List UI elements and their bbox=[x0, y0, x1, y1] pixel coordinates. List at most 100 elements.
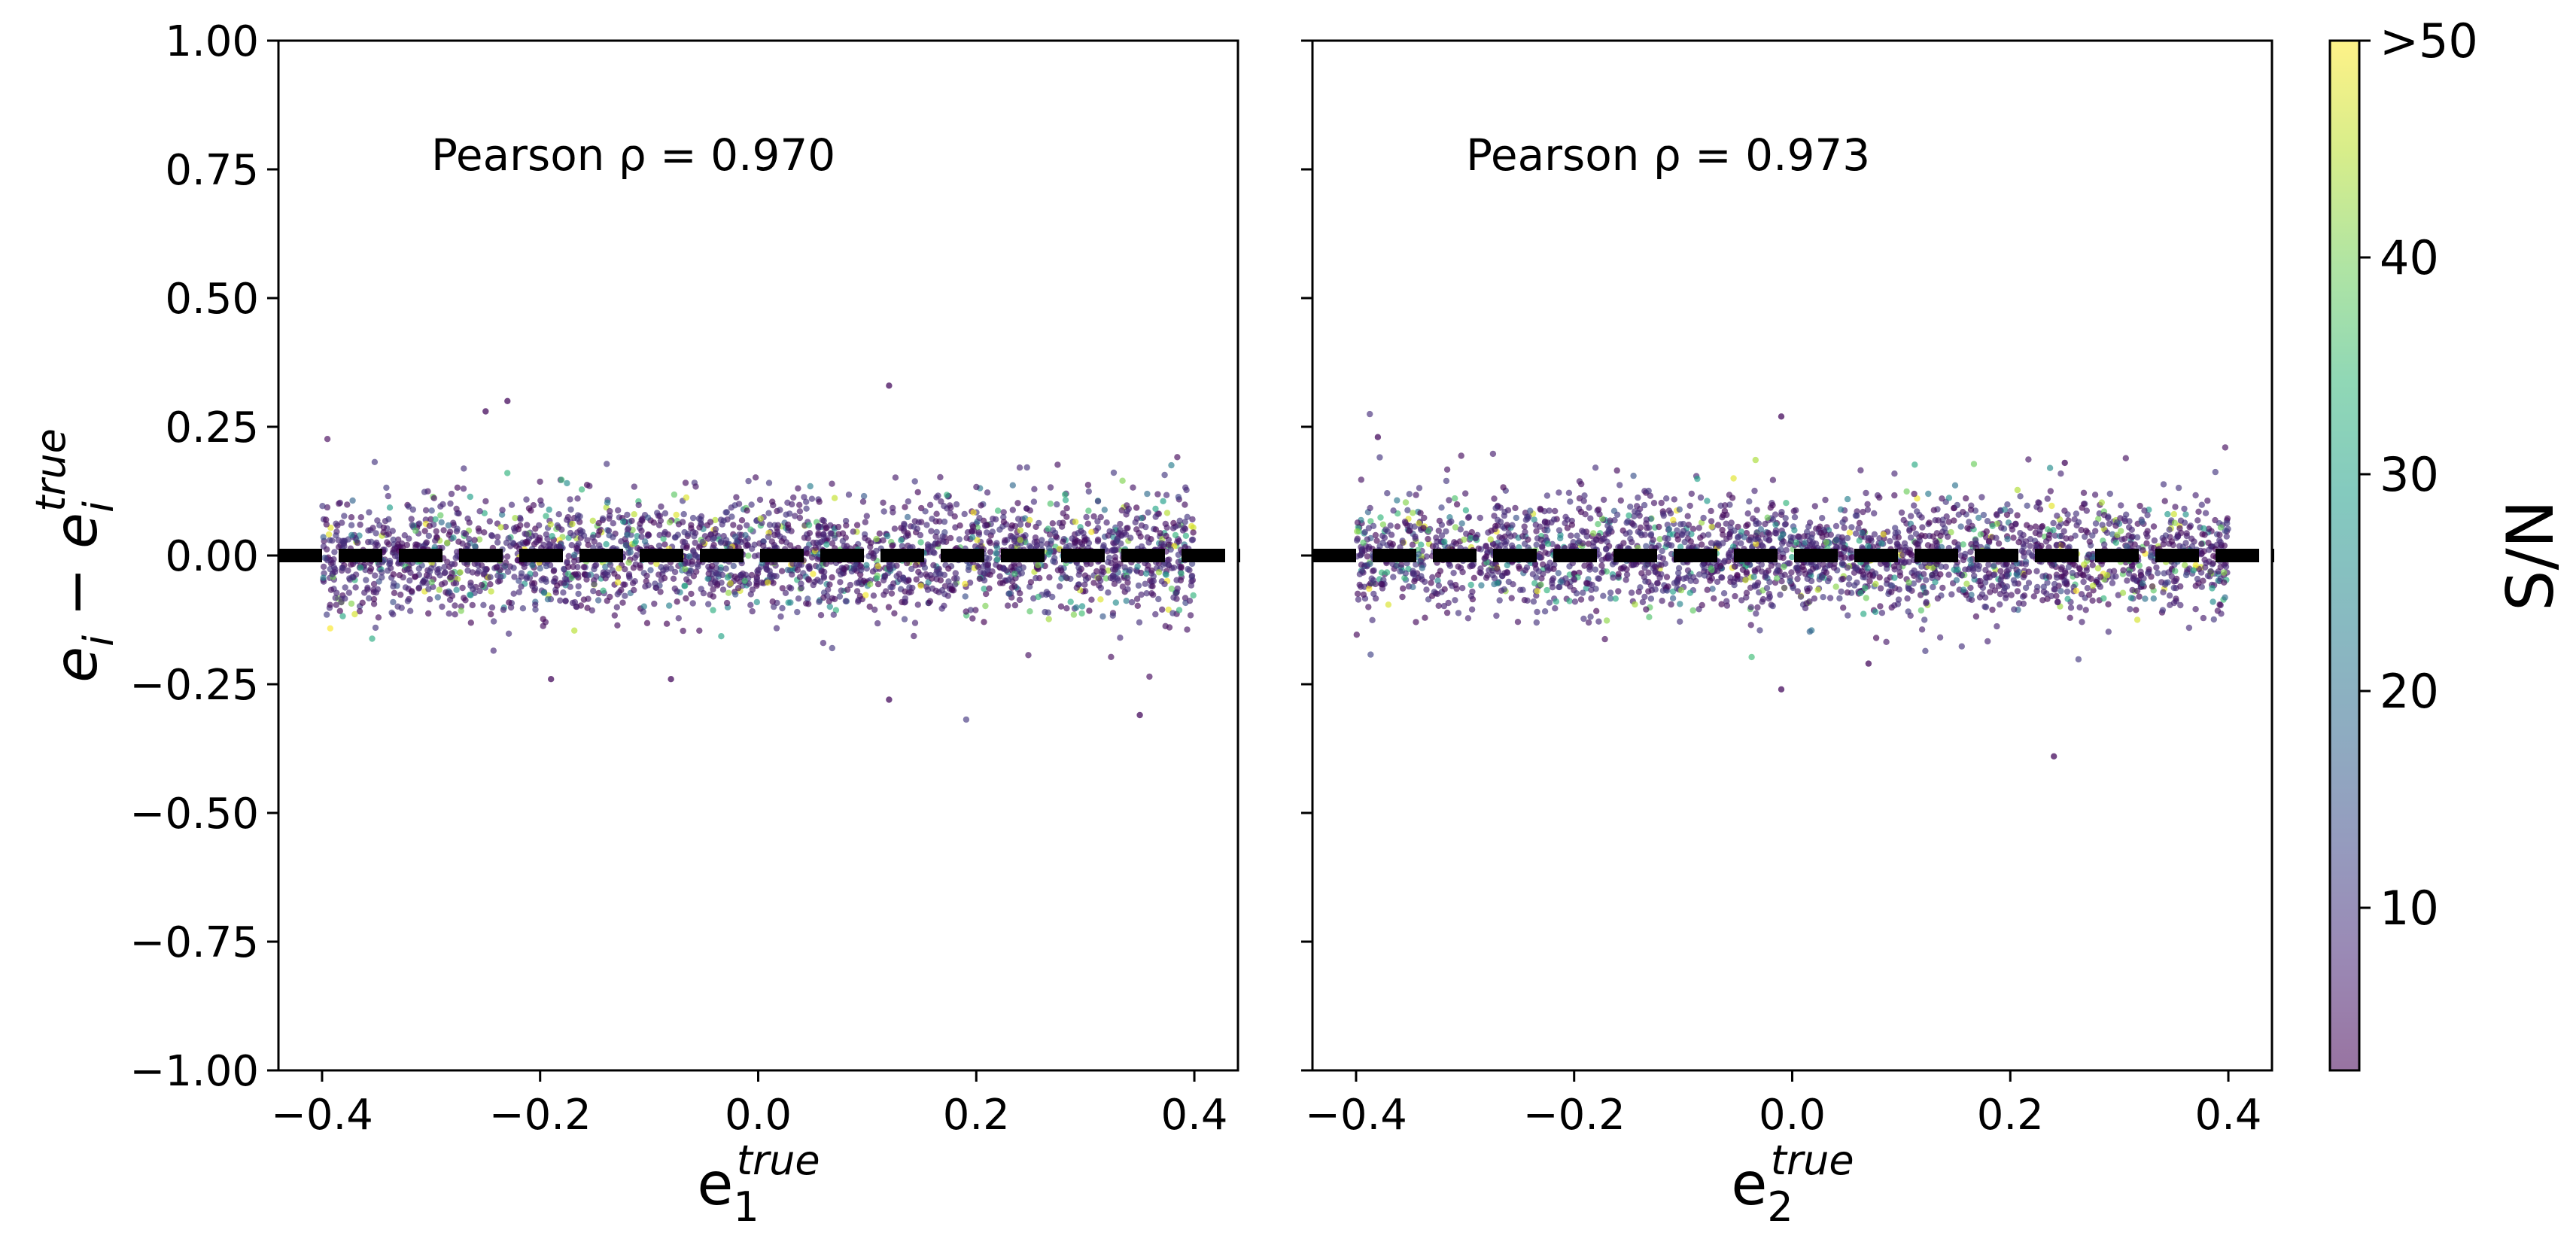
scatter-point bbox=[981, 522, 989, 529]
scatter-point bbox=[1467, 592, 1475, 600]
scatter-point bbox=[2053, 574, 2060, 581]
scatter-point bbox=[1413, 492, 1419, 498]
scatter-point bbox=[1845, 575, 1853, 582]
scatter-point bbox=[1963, 592, 1969, 598]
scatter-point bbox=[1777, 591, 1784, 598]
scatter-point bbox=[2091, 492, 2099, 498]
scatter-point bbox=[1939, 584, 1946, 592]
scatter-point bbox=[1422, 614, 1428, 621]
scatter-point bbox=[1753, 507, 1760, 513]
scatter-point bbox=[1968, 596, 1975, 604]
scatter-point bbox=[1109, 528, 1116, 536]
scatter-point bbox=[1117, 635, 1124, 641]
scatter-point bbox=[724, 574, 731, 581]
scatter-outlier-point bbox=[886, 382, 893, 389]
scatter-point bbox=[843, 522, 850, 529]
scatter-point bbox=[747, 591, 754, 598]
scatter-point bbox=[1188, 537, 1196, 543]
scatter-point bbox=[351, 610, 358, 618]
scatter-point bbox=[380, 524, 387, 531]
scatter-point bbox=[1568, 543, 1574, 549]
scatter-point bbox=[1802, 571, 1809, 577]
scatter-point bbox=[1857, 467, 1864, 473]
scatter-point bbox=[2057, 470, 2064, 477]
scatter-point bbox=[1951, 517, 1957, 524]
scatter-point bbox=[1081, 581, 1088, 588]
scatter-point bbox=[574, 546, 581, 553]
scatter-point bbox=[1738, 597, 1745, 604]
scatter-point bbox=[742, 531, 749, 539]
scatter-point bbox=[1157, 530, 1163, 537]
scatter-point bbox=[1011, 601, 1019, 609]
scatter-point bbox=[1908, 513, 1915, 519]
scatter-point bbox=[1590, 539, 1597, 546]
scatter-point bbox=[1033, 542, 1041, 549]
scatter-point bbox=[567, 506, 574, 513]
scatter-point bbox=[580, 596, 588, 603]
scatter-point bbox=[1708, 575, 1716, 582]
scatter-point bbox=[1944, 533, 1951, 540]
scatter-point bbox=[937, 577, 944, 584]
scatter-point bbox=[2065, 517, 2072, 524]
scatter-point bbox=[1769, 476, 1777, 483]
scatter-point bbox=[821, 522, 829, 529]
scatter-point bbox=[2166, 526, 2173, 533]
scatter-point bbox=[1611, 516, 1618, 524]
scatter-point bbox=[1852, 530, 1860, 537]
scatter-point bbox=[1410, 570, 1416, 577]
scatter-point bbox=[1175, 559, 1182, 565]
scatter-point bbox=[2076, 604, 2083, 611]
scatter-point bbox=[366, 595, 373, 601]
scatter-point bbox=[369, 635, 376, 642]
scatter-point bbox=[1665, 525, 1673, 533]
scatter-point bbox=[2168, 538, 2175, 545]
scatter-point bbox=[2145, 570, 2152, 577]
scatter-point bbox=[1752, 456, 1759, 464]
scatter-point bbox=[1782, 515, 1789, 522]
scatter-point bbox=[507, 604, 515, 611]
scatter-point bbox=[984, 529, 990, 536]
scatter-point bbox=[1719, 526, 1726, 534]
scatter-point bbox=[1645, 588, 1652, 595]
scatter-point bbox=[1535, 553, 1542, 560]
scatter-point bbox=[1734, 571, 1741, 579]
scatter-point bbox=[1641, 531, 1649, 538]
scatter-point bbox=[385, 516, 392, 522]
scatter-point bbox=[454, 484, 461, 491]
scatter-point bbox=[517, 516, 524, 522]
scatter-point bbox=[1687, 577, 1694, 584]
scatter-point bbox=[771, 531, 778, 539]
scatter-point bbox=[1753, 520, 1759, 528]
scatter-point bbox=[2122, 455, 2129, 461]
scatter-point bbox=[1354, 528, 1361, 535]
scatter-point bbox=[1580, 615, 1587, 623]
scatter-point bbox=[403, 566, 411, 573]
scatter-point bbox=[452, 580, 460, 586]
scatter-point bbox=[327, 537, 333, 543]
scatter-point bbox=[324, 436, 331, 443]
scatter-point bbox=[962, 593, 969, 600]
scatter-point bbox=[1143, 590, 1150, 597]
scatter-point bbox=[461, 465, 467, 472]
scatter-point bbox=[2109, 580, 2116, 586]
scatter-point bbox=[425, 586, 432, 592]
scatter-point bbox=[976, 575, 984, 583]
scatter-point bbox=[2067, 614, 2073, 621]
scatter-point bbox=[1598, 569, 1605, 576]
scatter-point bbox=[938, 587, 946, 594]
scatter-point bbox=[2025, 456, 2032, 463]
scatter-point bbox=[1030, 498, 1038, 505]
scatter-point bbox=[661, 531, 668, 537]
scatter-point bbox=[680, 510, 687, 518]
scatter-point bbox=[1009, 507, 1017, 513]
scatter-point bbox=[1063, 605, 1070, 612]
scatter-point bbox=[614, 622, 621, 629]
scatter-point bbox=[823, 541, 830, 548]
scatter-point bbox=[642, 583, 649, 590]
scatter-point bbox=[543, 513, 549, 519]
scatter-point bbox=[421, 528, 428, 534]
scatter-point bbox=[2075, 519, 2082, 525]
scatter-point bbox=[983, 554, 990, 562]
scatter-point bbox=[644, 514, 652, 521]
scatter-point bbox=[445, 522, 452, 529]
